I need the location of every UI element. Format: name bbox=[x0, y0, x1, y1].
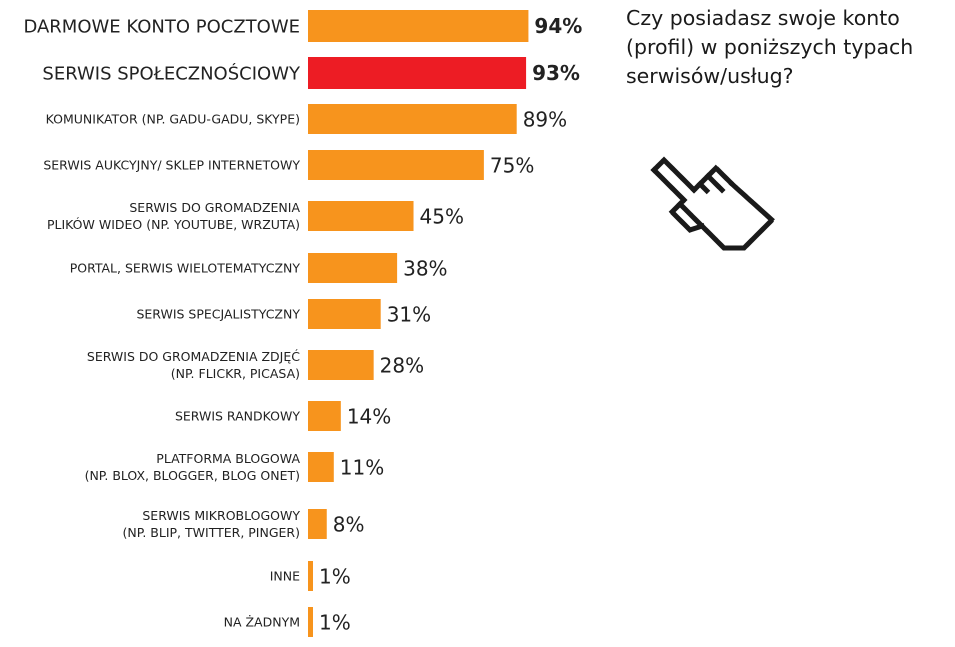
value-label: 11% bbox=[340, 456, 384, 480]
bar-4 bbox=[308, 150, 484, 180]
value-label: 31% bbox=[387, 303, 431, 327]
pointing-hand-icon bbox=[650, 156, 776, 251]
bar-7 bbox=[308, 299, 381, 329]
category-label: PLATFORMA BLOGOWA (NP. BLOX, BLOGGER, BLO… bbox=[85, 451, 301, 483]
category-label: SERWIS DO GROMADZENIA ZDJĘĆ (NP. FLICKR, … bbox=[87, 349, 300, 381]
bar-1 bbox=[308, 10, 529, 42]
value-label: 75% bbox=[490, 154, 534, 178]
category-label: SERWIS AUKCYJNY/ SKLEP INTERNETOWY bbox=[43, 158, 300, 173]
bar-13 bbox=[308, 607, 313, 637]
bar-11 bbox=[308, 509, 327, 539]
question-title: Czy posiadasz swoje konto (profil) w pon… bbox=[626, 6, 914, 88]
category-label: SERWIS RANDKOWY bbox=[175, 409, 300, 424]
value-label: 89% bbox=[523, 108, 567, 132]
value-label: 38% bbox=[403, 257, 447, 281]
value-label: 93% bbox=[532, 61, 580, 85]
category-label: PORTAL, SERWIS WIELOTEMATYCZNY bbox=[70, 261, 301, 276]
bar-12 bbox=[308, 561, 313, 591]
bar-6 bbox=[308, 253, 398, 283]
category-label: NA ŻADNYM bbox=[224, 615, 300, 630]
bar-2 bbox=[308, 57, 527, 89]
category-label: SERWIS MIKROBLOGOWY (NP. BLIP, TWITTER, P… bbox=[123, 508, 301, 540]
bar-3 bbox=[308, 104, 517, 134]
bar-9 bbox=[308, 401, 341, 431]
value-label: 8% bbox=[333, 513, 365, 537]
category-label: SERWIS SPOŁECZNOŚCIOWY bbox=[42, 62, 301, 84]
value-label: 1% bbox=[319, 565, 351, 589]
value-label: 94% bbox=[534, 14, 582, 38]
category-label: KOMUNIKATOR (NP. GADU-GADU, SKYPE) bbox=[46, 112, 300, 127]
bar-10 bbox=[308, 452, 334, 482]
category-label: SERWIS SPECJALISTYCZNY bbox=[136, 307, 300, 322]
category-label: SERWIS DO GROMADZENIA PLIKÓW WIDEO (NP. Y… bbox=[47, 200, 300, 232]
value-label: 28% bbox=[380, 354, 424, 378]
bar-5 bbox=[308, 201, 414, 231]
category-label: DARMOWE KONTO POCZTOWE bbox=[23, 16, 300, 37]
value-label: 14% bbox=[347, 405, 391, 429]
value-label: 1% bbox=[319, 611, 351, 635]
value-label: 45% bbox=[420, 205, 464, 229]
category-label: INNE bbox=[270, 569, 300, 584]
bar-8 bbox=[308, 350, 374, 380]
bar-chart: DARMOWE KONTO POCZTOWE 94% SERWIS SPOŁECZN… bbox=[23, 10, 582, 637]
